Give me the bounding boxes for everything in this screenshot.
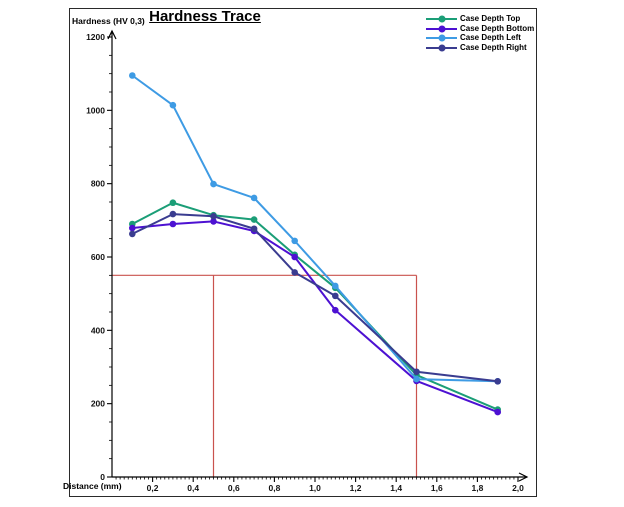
data-point-case-depth-bottom xyxy=(291,253,299,261)
series-line-case-depth-top xyxy=(131,201,499,411)
y-tick-label: 1000 xyxy=(86,105,105,115)
data-point-case-depth-left xyxy=(210,180,217,188)
series-line-case-depth-right xyxy=(131,213,498,383)
data-point-case-depth-left xyxy=(413,375,420,383)
legend-item-case-depth-right: Case Depth Right xyxy=(426,44,534,53)
data-point-case-depth-bottom xyxy=(129,224,136,232)
x-axis-arrow xyxy=(518,472,529,482)
x-tick-label: 0,4 xyxy=(187,483,199,493)
data-point-case-depth-right xyxy=(169,210,177,218)
data-point-case-depth-left xyxy=(250,194,258,202)
x-tick-label: 0,6 xyxy=(228,483,240,493)
data-point-case-depth-right xyxy=(210,213,217,220)
legend-label: Case Depth Right xyxy=(460,43,527,53)
legend-line-sample xyxy=(426,15,457,23)
legend-marker-icon xyxy=(438,44,445,52)
legend-label: Case Depth Top xyxy=(460,14,521,24)
chart-title: Hardness Trace xyxy=(149,8,261,25)
data-point-case-depth-right xyxy=(332,292,339,300)
legend-marker-icon xyxy=(438,25,445,33)
x-tick-label: 1,6 xyxy=(431,483,443,493)
data-point-case-depth-right xyxy=(129,230,136,238)
series-line-case-depth-left xyxy=(131,74,498,383)
legend-line-sample xyxy=(426,44,457,52)
legend-line-sample xyxy=(426,25,457,33)
series-line-case-depth-bottom xyxy=(132,220,499,414)
chart-panel xyxy=(69,8,537,497)
y-axis-title: Hardness (HV 0,3) xyxy=(72,16,145,26)
legend-item-case-depth-left: Case Depth Left xyxy=(426,34,534,43)
data-point-case-depth-left xyxy=(332,282,339,290)
data-point-case-depth-bottom xyxy=(494,408,502,416)
data-point-case-depth-left xyxy=(129,72,136,79)
x-tick-label: 1,4 xyxy=(390,483,402,493)
legend-item-case-depth-top: Case Depth Top xyxy=(426,15,534,24)
data-point-case-depth-top xyxy=(250,216,258,223)
data-point-case-depth-top xyxy=(169,199,177,207)
data-point-case-depth-bottom xyxy=(169,220,177,228)
data-point-case-depth-right xyxy=(494,378,502,385)
x-tick-label: 2,0 xyxy=(512,483,524,493)
legend-marker-icon xyxy=(438,34,445,42)
legend-label: Case Depth Left xyxy=(460,33,521,43)
y-tick-label: 0 xyxy=(100,472,105,482)
data-point-case-depth-right xyxy=(250,225,258,233)
y-tick-label: 400 xyxy=(91,325,105,335)
y-tick-label: 800 xyxy=(91,179,105,189)
x-tick-label: 1,2 xyxy=(350,483,362,493)
data-point-case-depth-bottom xyxy=(332,306,339,314)
y-tick-label: 1200 xyxy=(86,32,105,42)
data-point-case-depth-right xyxy=(413,368,420,376)
data-point-case-depth-left xyxy=(291,237,299,245)
x-tick-label: 1,8 xyxy=(471,483,483,493)
x-tick-label: 1,0 xyxy=(309,483,321,493)
data-point-case-depth-left xyxy=(169,101,177,109)
y-axis-arrow xyxy=(107,29,117,40)
data-point-case-depth-right xyxy=(291,269,299,276)
legend-label: Case Depth Bottom xyxy=(460,23,535,33)
data-point-case-depth-bottom xyxy=(210,218,217,225)
legend-marker-icon xyxy=(438,15,445,23)
legend-line-sample xyxy=(426,34,457,42)
x-tick-label: 0,2 xyxy=(147,483,159,493)
y-tick-label: 600 xyxy=(91,252,105,262)
legend: Case Depth Top Case Depth Bottom Case Dept… xyxy=(426,15,534,52)
y-tick-label: 200 xyxy=(91,399,105,409)
legend-item-case-depth-bottom: Case Depth Bottom xyxy=(426,23,535,34)
x-axis-title: Distance (mm) xyxy=(63,481,122,491)
x-tick-label: 0,8 xyxy=(268,483,280,493)
